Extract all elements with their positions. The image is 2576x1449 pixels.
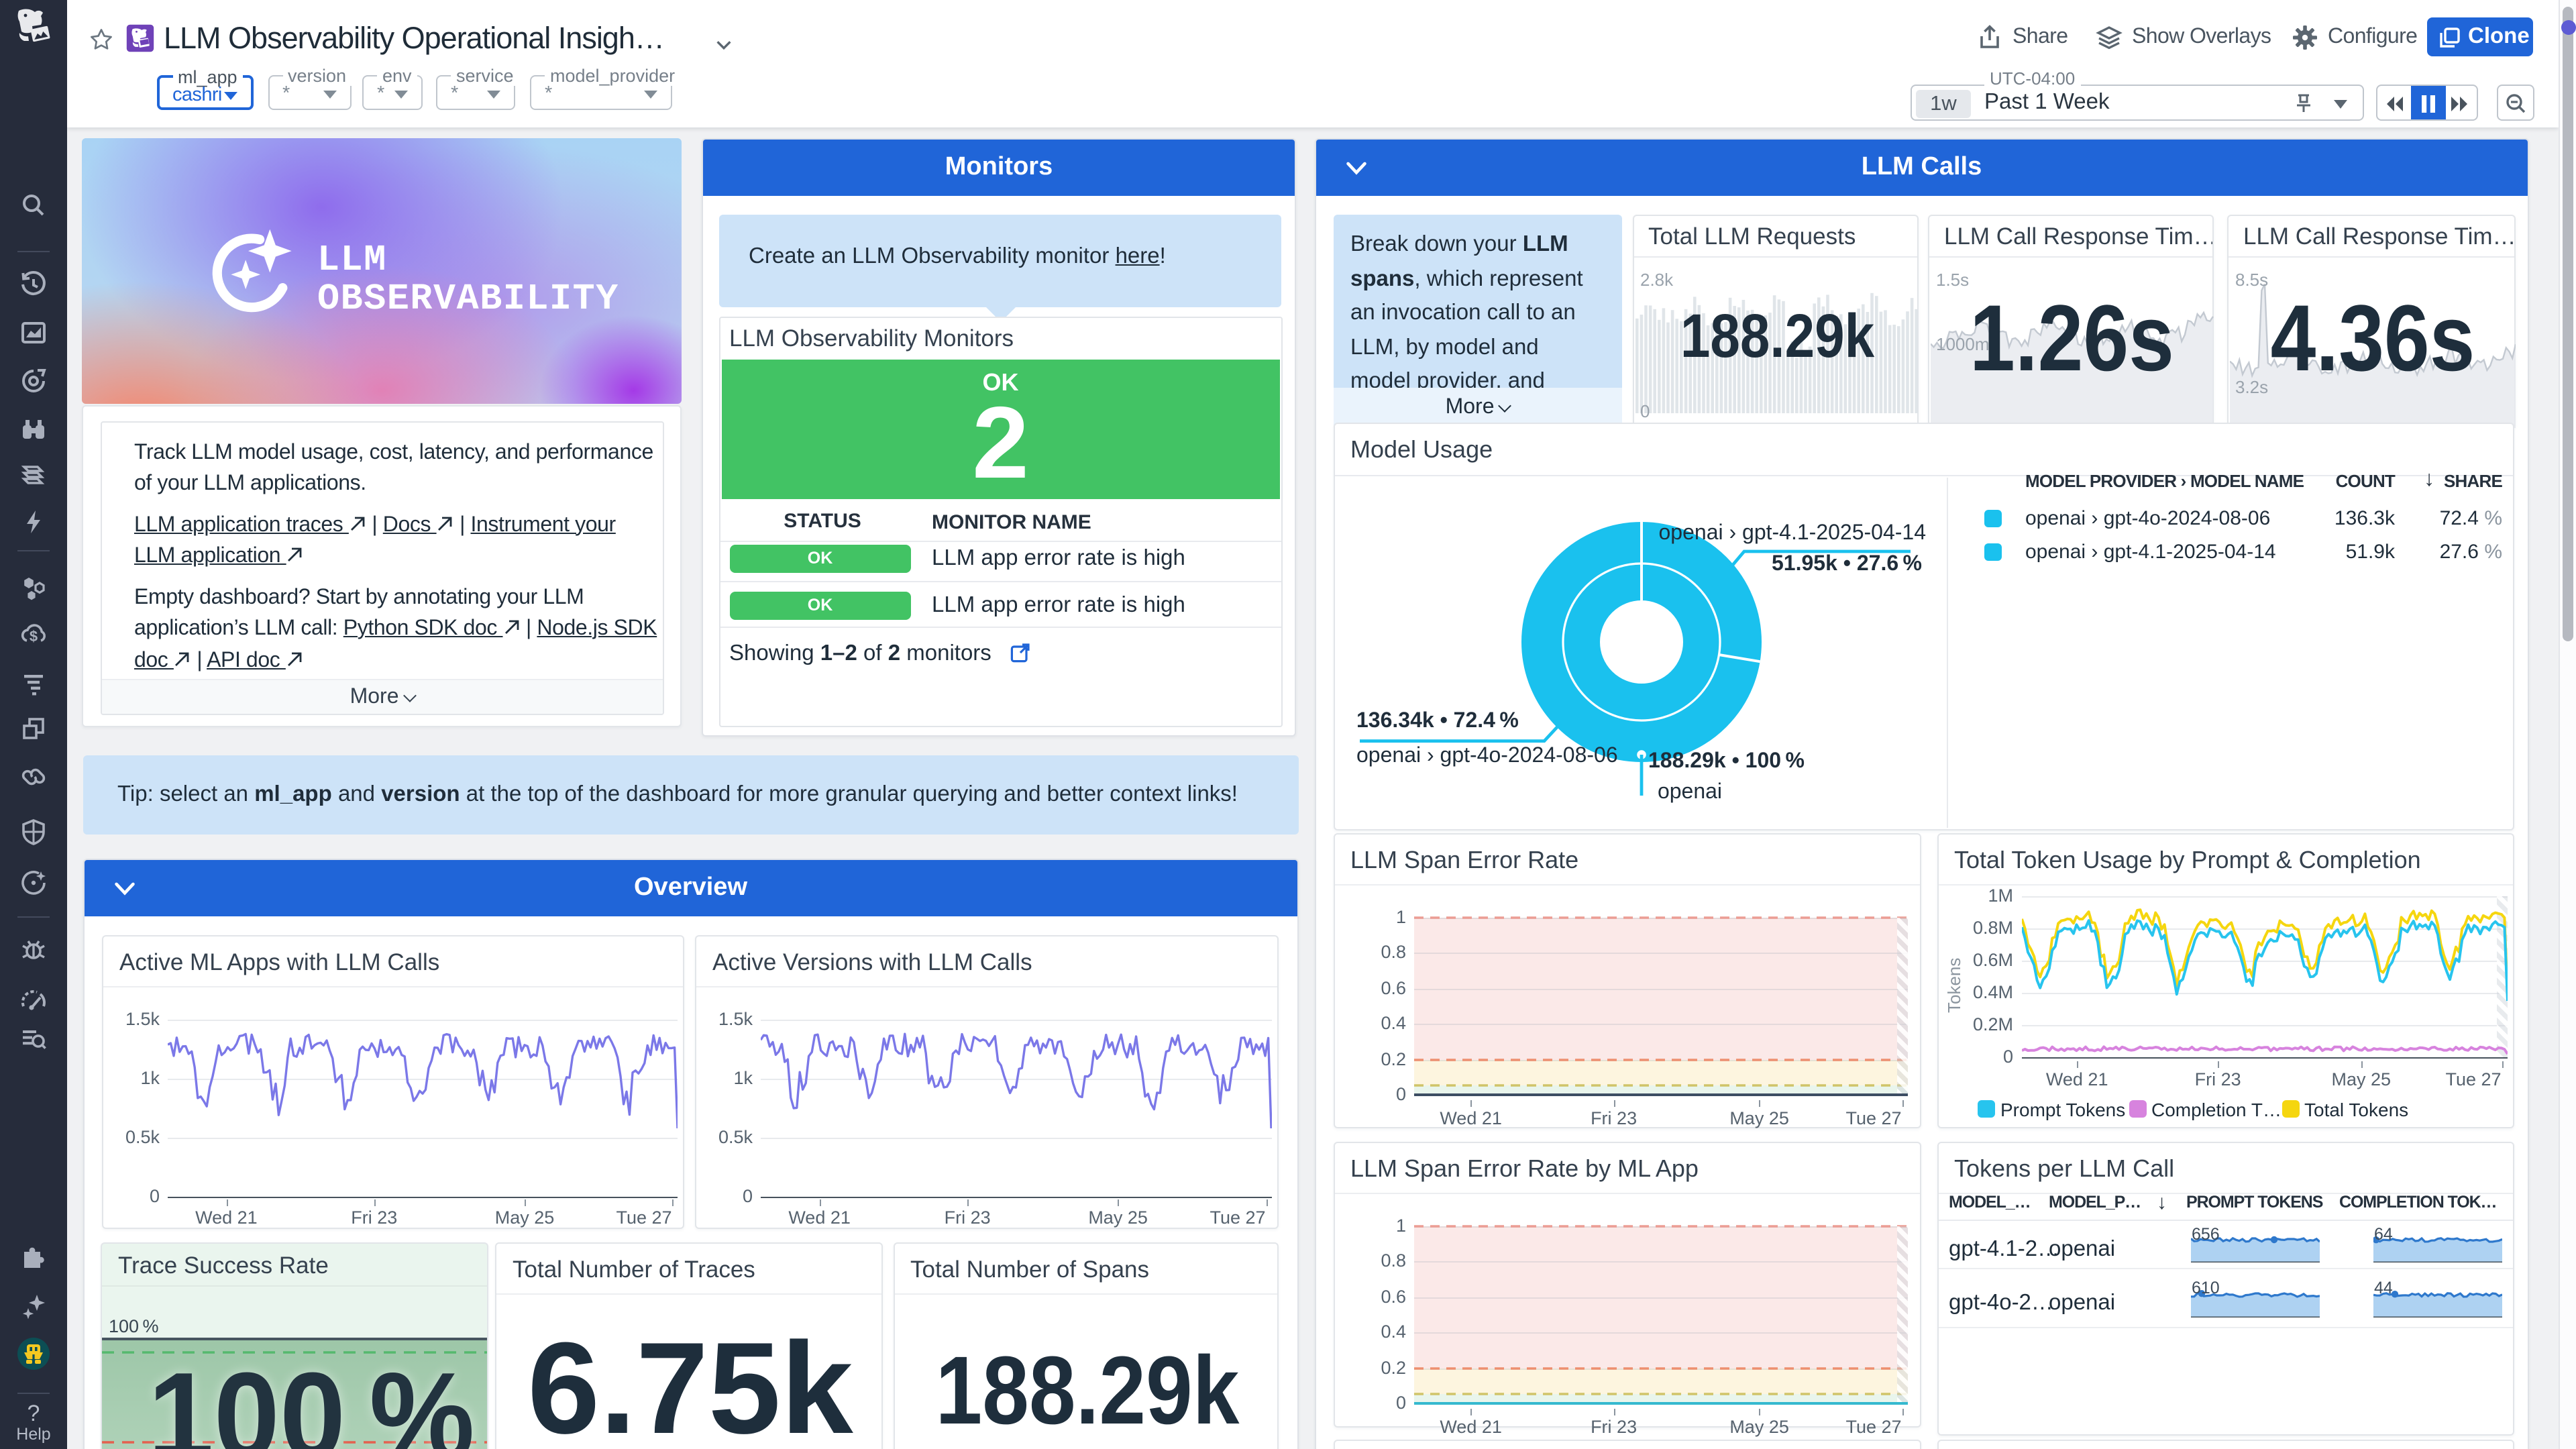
svg-text:$: $	[30, 628, 38, 645]
